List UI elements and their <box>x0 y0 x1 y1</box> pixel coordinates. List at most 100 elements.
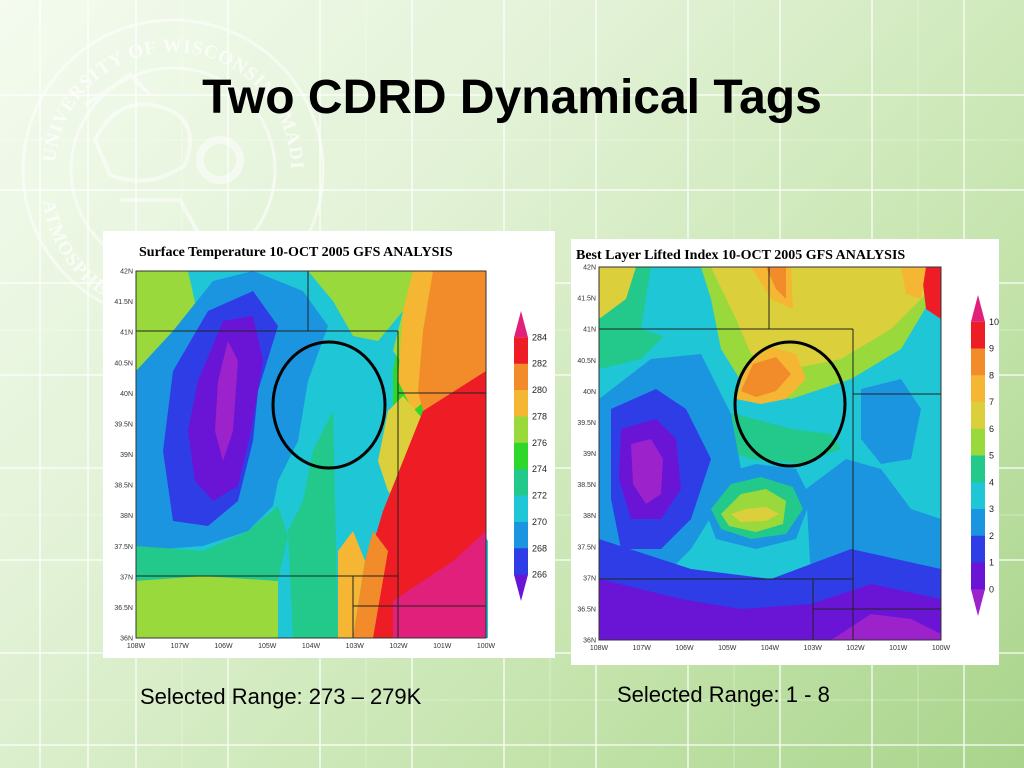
colorbar-label: 8 <box>989 370 994 380</box>
colorbar-label: 1 <box>989 558 994 568</box>
lat-label: 36N <box>583 638 596 645</box>
lat-label: 38N <box>120 513 133 520</box>
lon-label: 102W <box>846 645 865 652</box>
lat-label: 42N <box>120 269 133 276</box>
colorbar-swatch <box>971 482 985 510</box>
lat-label: 38N <box>583 513 596 520</box>
colorbar-label: 6 <box>989 424 994 434</box>
lat-label: 38.5N <box>114 483 133 490</box>
lat-label: 41N <box>583 327 596 334</box>
temperature-field <box>136 271 488 638</box>
lon-label: 102W <box>389 643 408 650</box>
temperature-colorbar: 284 282 280 278 276 274 272 270 268 266 <box>514 311 547 601</box>
colorbar-swatch <box>514 416 528 444</box>
colorbar-swatch <box>971 428 985 456</box>
colorbar-label: 7 <box>989 397 994 407</box>
plot-frame <box>135 270 487 639</box>
colorbar-label: 274 <box>532 464 547 474</box>
colorbar-label: 278 <box>532 411 547 421</box>
longitude-axis-labels: 108W 107W 106W 105W 104W 103W 102W 101W 100W <box>127 643 496 650</box>
lat-label: 39.5N <box>114 421 133 428</box>
lon-label: 103W <box>346 643 365 650</box>
colorbar-label: 2 <box>989 531 994 541</box>
selection-circle <box>733 340 847 468</box>
colorbar-swatch <box>971 562 985 590</box>
lat-label: 39.5N <box>577 420 596 427</box>
colorbar-label: 0 <box>989 584 994 594</box>
colorbar-swatch <box>971 348 985 376</box>
lat-label: 40N <box>120 391 133 398</box>
lat-label: 39N <box>583 451 596 458</box>
colorbar-swatch <box>971 455 985 483</box>
lon-label: 108W <box>127 643 146 650</box>
colorbar-label: 276 <box>532 438 547 448</box>
colorbar-swatch <box>514 311 528 338</box>
lon-label: 107W <box>633 645 652 652</box>
colorbar-label: 284 <box>532 332 547 342</box>
colorbar-swatch <box>971 535 985 563</box>
colorbar-swatch <box>971 509 985 537</box>
colorbar-label: 282 <box>532 359 547 369</box>
lat-label: 41.5N <box>114 299 133 306</box>
colorbar-label: 5 <box>989 451 994 461</box>
colorbar-swatch <box>971 321 985 349</box>
caption-left: Selected Range: 273 – 279K <box>140 684 422 709</box>
colorbar-label: 270 <box>532 517 547 527</box>
lat-label: 40.5N <box>114 360 133 367</box>
colorbar-swatch <box>514 548 528 576</box>
lon-label: 100W <box>932 645 951 652</box>
latitude-axis-labels: 42N 41.5N 41N 40.5N 40N 39.5N 39N 38.5N 38N 37.5N… <box>114 269 133 643</box>
colorbar-label: 4 <box>989 477 994 487</box>
state-borders <box>136 271 486 638</box>
lat-label: 36.5N <box>114 605 133 612</box>
state-borders <box>599 267 941 640</box>
colorbar-label: 10 <box>989 317 999 327</box>
lon-label: 100W <box>477 643 496 650</box>
map-title: Surface Temperature 10-OCT 2005 GFS ANAL… <box>139 245 453 260</box>
map-title: Best Layer Lifted Index 10-OCT 2005 GFS … <box>576 248 905 263</box>
lat-label: 37N <box>583 575 596 582</box>
lat-label: 36.5N <box>577 606 596 613</box>
colorbar-swatch <box>971 402 985 430</box>
colorbar-swatch <box>514 337 528 365</box>
lat-label: 40.5N <box>577 358 596 365</box>
selection-circle <box>271 340 387 470</box>
lon-label: 101W <box>433 643 452 650</box>
colorbar-swatch <box>514 469 528 497</box>
slide-title: Two CDRD Dynamical Tags <box>202 71 822 124</box>
lon-label: 106W <box>214 643 233 650</box>
lat-label: 37.5N <box>114 544 133 551</box>
lat-label: 37N <box>120 574 133 581</box>
lat-label: 41.5N <box>577 296 596 303</box>
lifted-index-map-panel: Best Layer Lifted Index 10-OCT 2005 GFS … <box>571 239 999 665</box>
colorbar-label: 3 <box>989 504 994 514</box>
colorbar-swatch <box>514 521 528 549</box>
lon-label: 101W <box>889 645 908 652</box>
colorbar-swatch <box>514 390 528 417</box>
lat-label: 39N <box>120 452 133 459</box>
colorbar-label: 268 <box>532 543 547 553</box>
lon-label: 105W <box>258 643 277 650</box>
colorbar-label: 272 <box>532 491 547 501</box>
colorbar-swatch <box>514 442 528 470</box>
lat-label: 36N <box>120 636 133 643</box>
lon-label: 104W <box>302 643 321 650</box>
lat-label: 37.5N <box>577 544 596 551</box>
surface-temperature-map-panel: Surface Temperature 10-OCT 2005 GFS ANAL… <box>103 231 555 658</box>
colorbar-swatch <box>971 375 985 403</box>
colorbar-swatch <box>971 589 985 616</box>
colorbar-swatch <box>514 363 528 391</box>
colorbar-swatch <box>971 295 985 322</box>
colorbar-label: 9 <box>989 344 994 354</box>
lat-label: 38.5N <box>577 482 596 489</box>
lon-label: 107W <box>171 643 190 650</box>
lat-label: 41N <box>120 330 133 337</box>
colorbar-label: 266 <box>532 570 547 580</box>
colorbar-swatch <box>514 495 528 523</box>
lat-label: 42N <box>583 265 596 272</box>
surface-temperature-map: Surface Temperature 10-OCT 2005 GFS ANAL… <box>114 245 547 650</box>
lon-label: 105W <box>718 645 737 652</box>
colorbar-swatch <box>514 574 528 601</box>
